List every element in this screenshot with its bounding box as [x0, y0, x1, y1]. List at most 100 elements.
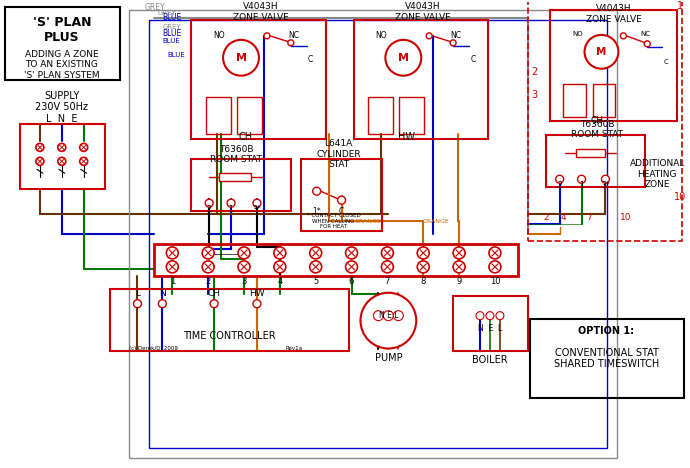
- Circle shape: [386, 40, 421, 76]
- Text: L  N  E: L N E: [46, 115, 77, 124]
- Circle shape: [373, 311, 384, 321]
- Text: NO: NO: [375, 31, 387, 40]
- Text: PUMP: PUMP: [375, 353, 402, 364]
- Bar: [562, 84, 586, 117]
- Text: (c) Derek/DJ 2009: (c) Derek/DJ 2009: [130, 346, 178, 351]
- Text: 1: 1: [677, 1, 683, 11]
- Circle shape: [620, 33, 627, 39]
- Text: T6360B
ROOM STAT: T6360B ROOM STAT: [571, 120, 624, 139]
- Text: L641A
CYLINDER
STAT: L641A CYLINDER STAT: [316, 139, 361, 169]
- Bar: [237, 96, 262, 134]
- Text: BOILER: BOILER: [472, 356, 508, 366]
- Text: M: M: [235, 53, 246, 63]
- Bar: [191, 20, 326, 139]
- Bar: [206, 96, 231, 134]
- Text: V4043H
ZONE VALVE: V4043H ZONE VALVE: [233, 2, 289, 22]
- Text: SUPPLY
230V 50Hz: SUPPLY 230V 50Hz: [35, 91, 88, 112]
- Text: BLUE: BLUE: [162, 29, 181, 38]
- Text: V4043H
ZONE VALVE: V4043H ZONE VALVE: [395, 2, 451, 22]
- Circle shape: [205, 199, 213, 207]
- Circle shape: [382, 261, 393, 273]
- Text: 10: 10: [674, 192, 687, 202]
- Text: N E L: N E L: [379, 311, 398, 320]
- Text: BLUE: BLUE: [168, 52, 185, 58]
- Circle shape: [238, 247, 250, 259]
- Text: GREY: GREY: [144, 3, 165, 13]
- Circle shape: [313, 187, 321, 195]
- Bar: [110, 289, 348, 351]
- Circle shape: [227, 199, 235, 207]
- Text: 1: 1: [579, 181, 584, 190]
- Circle shape: [166, 247, 178, 259]
- Circle shape: [253, 199, 261, 207]
- Text: TIME CONTROLLER: TIME CONTROLLER: [183, 330, 275, 341]
- Text: 'S' PLAN
PLUS: 'S' PLAN PLUS: [32, 16, 91, 44]
- Text: V4043H
ZONE VALVE: V4043H ZONE VALVE: [586, 4, 641, 24]
- Circle shape: [496, 312, 504, 320]
- Circle shape: [602, 175, 609, 183]
- Circle shape: [382, 247, 393, 259]
- Text: 6: 6: [349, 278, 354, 286]
- Text: BLUE: BLUE: [162, 14, 181, 22]
- Circle shape: [80, 143, 88, 151]
- Text: 3*: 3*: [253, 205, 262, 213]
- Text: CH: CH: [591, 116, 604, 125]
- Bar: [130, 10, 618, 458]
- Text: 1*: 1*: [313, 206, 321, 216]
- Circle shape: [644, 41, 650, 47]
- Text: 10: 10: [620, 212, 631, 221]
- Bar: [5, 7, 119, 80]
- Circle shape: [486, 312, 494, 320]
- Text: 2: 2: [206, 278, 210, 286]
- Bar: [550, 10, 677, 122]
- Text: NC: NC: [288, 31, 299, 40]
- Circle shape: [133, 300, 141, 307]
- Circle shape: [346, 261, 357, 273]
- Circle shape: [58, 143, 66, 151]
- Circle shape: [253, 300, 261, 307]
- Text: C: C: [308, 55, 313, 64]
- Bar: [150, 20, 607, 448]
- Circle shape: [578, 175, 586, 183]
- Text: M: M: [596, 47, 607, 57]
- Circle shape: [159, 300, 166, 307]
- Text: ADDING A ZONE
TO AN EXISTING
'S' PLAN SYSTEM: ADDING A ZONE TO AN EXISTING 'S' PLAN SY…: [24, 50, 99, 80]
- Text: OPTION 1:: OPTION 1:: [578, 326, 635, 336]
- Text: N: N: [159, 289, 166, 298]
- Bar: [219, 173, 251, 181]
- Circle shape: [337, 196, 346, 204]
- Circle shape: [274, 247, 286, 259]
- Bar: [353, 20, 488, 139]
- Bar: [575, 149, 605, 157]
- Text: BLUE: BLUE: [162, 38, 180, 44]
- Bar: [453, 296, 528, 351]
- Text: * CONTACT CLOSED
WHEN CALLING
FOR HEAT: * CONTACT CLOSED WHEN CALLING FOR HEAT: [307, 213, 360, 229]
- Bar: [593, 84, 615, 117]
- Text: 4: 4: [277, 278, 282, 286]
- Circle shape: [166, 261, 178, 273]
- Text: CH: CH: [208, 289, 221, 298]
- Circle shape: [346, 247, 357, 259]
- Circle shape: [384, 311, 393, 321]
- Text: ADDITIONAL
HEATING
ZONE: ADDITIONAL HEATING ZONE: [629, 160, 685, 189]
- Circle shape: [264, 33, 270, 39]
- Text: ORANGE: ORANGE: [355, 219, 382, 224]
- Bar: [155, 244, 518, 276]
- Text: 2: 2: [531, 67, 538, 77]
- Text: CH: CH: [239, 132, 253, 142]
- Circle shape: [202, 261, 214, 273]
- Text: Rev1a: Rev1a: [285, 346, 302, 351]
- Circle shape: [210, 300, 218, 307]
- Circle shape: [426, 33, 432, 39]
- Bar: [301, 159, 382, 231]
- Circle shape: [453, 247, 465, 259]
- Text: NC: NC: [451, 31, 462, 40]
- Circle shape: [360, 293, 416, 349]
- Text: C: C: [664, 59, 669, 65]
- Circle shape: [36, 143, 44, 151]
- Bar: [20, 124, 105, 189]
- Text: GREY: GREY: [162, 24, 181, 30]
- Text: 1: 1: [228, 205, 233, 213]
- Circle shape: [417, 247, 429, 259]
- Bar: [528, 0, 682, 241]
